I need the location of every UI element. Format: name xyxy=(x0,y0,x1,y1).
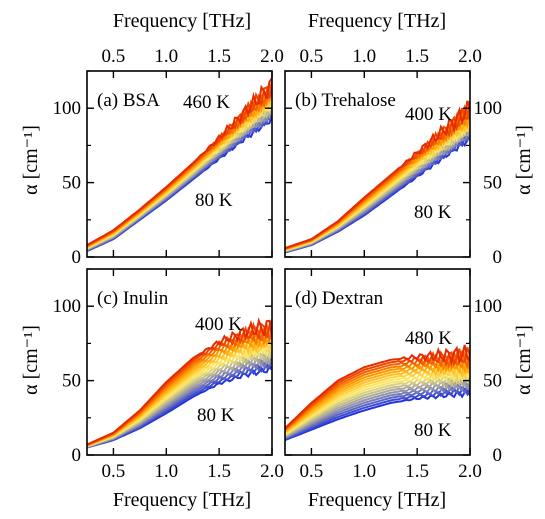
x-tick-label: 2.0 xyxy=(458,46,482,67)
x-tick-label: 2.0 xyxy=(260,461,284,482)
x-tick-label: 0.5 xyxy=(102,461,126,482)
y-tick-label: 100 xyxy=(474,296,503,317)
x-tick-label: 1.5 xyxy=(405,46,429,67)
temperature-max-label: 480 K xyxy=(405,328,452,349)
y-tick-label: 0 xyxy=(493,247,503,268)
y-axis-title-bottom-left: α [cm⁻¹] xyxy=(20,325,42,395)
y-tick-label: 0 xyxy=(72,247,82,268)
y-axis-title-bottom-right: α [cm⁻¹] xyxy=(513,325,535,395)
temperature-max-label: 400 K xyxy=(405,104,452,125)
curve-group xyxy=(87,320,272,448)
panel-3: 0.5 1.0 1.5 2.0 0 50 100 (d) Dextran 480 K 80 K xyxy=(285,269,502,482)
y-axis-title-top-right: α [cm⁻¹] xyxy=(513,125,535,195)
y-tick-label: 50 xyxy=(483,173,502,194)
x-tick-label: 1.0 xyxy=(154,461,178,482)
temperature-min-label: 80 K xyxy=(197,405,235,426)
x-tick-label: 1.5 xyxy=(207,461,231,482)
x-tick-label: 1.0 xyxy=(352,461,376,482)
panel-label: (a) BSA xyxy=(97,90,160,111)
y-tick-label: 100 xyxy=(474,98,503,119)
y-tick-label: 50 xyxy=(483,371,502,392)
temperature-min-label: 80 K xyxy=(414,420,452,441)
x-tick-label: 1.0 xyxy=(352,46,376,67)
top-x-axis-title-right: Frequency [THz] xyxy=(308,10,446,32)
x-tick-label: 1.5 xyxy=(405,461,429,482)
panel-2: 0.5 1.0 1.5 2.0 0 50 100 (c) Inulin 400 K 80 K xyxy=(53,269,284,482)
y-tick-label: 100 xyxy=(53,98,82,119)
y-axis-title-top-left: α [cm⁻¹] xyxy=(20,125,42,195)
y-tick-label: 0 xyxy=(493,445,503,466)
panel-label: (d) Dextran xyxy=(295,288,384,309)
x-tick-label: 2.0 xyxy=(458,461,482,482)
temperature-max-label: 400 K xyxy=(195,314,242,335)
bottom-x-axis-title-right: Frequency [THz] xyxy=(308,489,446,511)
y-tick-label: 50 xyxy=(62,173,81,194)
x-tick-label: 0.5 xyxy=(102,46,126,67)
x-tick-label: 2.0 xyxy=(260,46,284,67)
panel-label: (b) Trehalose xyxy=(295,90,396,111)
panel-0: 0.5 1.0 1.5 2.0 0 50 100 (a) BSA 460 K 80 K xyxy=(53,46,284,268)
panel-label: (c) Inulin xyxy=(97,288,169,309)
x-tick-label: 0.5 xyxy=(300,461,324,482)
y-tick-label: 0 xyxy=(72,445,82,466)
panel-1: 0.5 1.0 1.5 2.0 0 50 100 (b) Trehalose 400 K 80 K xyxy=(285,46,502,268)
x-tick-label: 0.5 xyxy=(300,46,324,67)
panels-group: 0.5 1.0 1.5 2.0 0 50 100 (a) BSA 460 K 80 K 0.5 1.0… xyxy=(53,46,503,482)
temperature-min-label: 80 K xyxy=(195,190,233,211)
x-tick-label: 1.5 xyxy=(207,46,231,67)
bottom-x-axis-title-left: Frequency [THz] xyxy=(113,489,251,511)
y-tick-label: 50 xyxy=(62,371,81,392)
temperature-min-label: 80 K xyxy=(414,202,452,223)
temperature-max-label: 460 K xyxy=(183,92,230,113)
top-x-axis-title-left: Frequency [THz] xyxy=(113,10,251,32)
y-tick-label: 100 xyxy=(53,296,82,317)
x-tick-label: 1.0 xyxy=(154,46,178,67)
